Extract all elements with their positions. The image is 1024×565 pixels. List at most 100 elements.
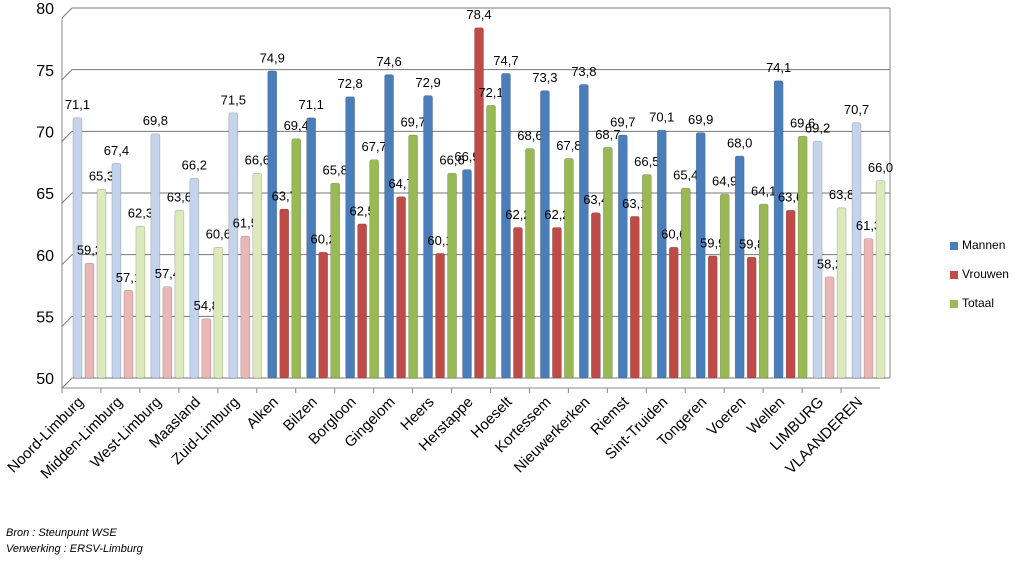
bar [447, 172, 457, 379]
bar [306, 117, 316, 379]
bar [656, 129, 667, 379]
bar [345, 96, 355, 379]
bar [630, 216, 640, 379]
bar [435, 253, 445, 379]
bar [123, 290, 134, 379]
value-label: 64,1 [751, 184, 776, 199]
bar [318, 251, 328, 379]
y-tick-label: 80 [36, 1, 54, 18]
bar [758, 203, 769, 379]
legend-swatch [950, 242, 958, 250]
value-label: 62,3 [128, 206, 153, 221]
value-label: 60,1 [427, 233, 452, 248]
bar [84, 262, 95, 379]
value-label: 69,4 [284, 118, 309, 133]
bar [525, 148, 535, 379]
bar [836, 207, 847, 379]
value-label: 66,2 [182, 158, 207, 173]
bar [252, 172, 263, 379]
value-label: 58,2 [817, 256, 842, 271]
value-label: 71,5 [221, 92, 246, 107]
grid-line [61, 377, 890, 389]
bar [240, 235, 251, 379]
value-label: 63,8 [829, 187, 854, 202]
value-label: 74,7 [493, 53, 518, 68]
bar [189, 177, 200, 379]
value-label: 65,4 [673, 168, 698, 183]
value-label: 67,7 [361, 139, 386, 154]
value-label: 54,8 [194, 298, 219, 313]
bar [111, 163, 122, 379]
bar [773, 80, 784, 379]
y-tick-label: 70 [36, 125, 54, 142]
value-label: 61,5 [233, 216, 258, 231]
value-label: 61,3 [856, 218, 881, 233]
grid-line [61, 192, 890, 204]
value-label: 72,1 [478, 85, 503, 100]
value-label: 57,1 [116, 270, 141, 285]
processing-note: Verwerking : ERSV-Limburg [6, 543, 144, 555]
value-label: 62,2 [544, 207, 569, 222]
bar [369, 159, 379, 379]
value-label: 60,6 [661, 227, 686, 242]
value-label: 63,4 [583, 192, 608, 207]
value-label: 59,8 [739, 237, 764, 252]
y-tick-label: 60 [36, 248, 54, 265]
bar [642, 174, 652, 379]
bar [695, 132, 706, 379]
bar [423, 95, 433, 379]
bar [719, 193, 730, 379]
bar [851, 122, 862, 379]
bar [330, 182, 340, 379]
value-label: 66,9 [454, 149, 479, 164]
value-label: 60,6 [206, 227, 231, 242]
bar [291, 138, 302, 379]
bar [875, 180, 886, 379]
bar [707, 255, 718, 379]
value-label: 74,9 [260, 50, 285, 65]
bar [797, 135, 808, 379]
bar [462, 169, 472, 379]
bar [618, 134, 628, 379]
value-label: 59,9 [700, 235, 725, 250]
legend-label: Vrouwen [962, 267, 1009, 281]
bar [408, 134, 418, 379]
value-label: 71,1 [299, 97, 324, 112]
bar [174, 209, 185, 379]
bar [150, 133, 161, 379]
value-label: 78,4 [466, 7, 491, 22]
x-tick-label: Voeren [704, 394, 750, 440]
bar [201, 318, 212, 379]
bar [513, 227, 523, 379]
value-label: 67,8 [556, 138, 581, 153]
value-label: 69,8 [143, 113, 168, 128]
grid-line [61, 130, 890, 142]
bar [785, 209, 796, 379]
value-label: 66,6 [245, 153, 270, 168]
grid-line [61, 254, 890, 266]
bar [357, 223, 367, 379]
bar [734, 155, 745, 379]
legend-label: Totaal [962, 296, 994, 310]
bar [486, 105, 496, 379]
bar [540, 90, 550, 379]
value-label: 69,2 [805, 121, 830, 136]
bar [863, 238, 874, 379]
grid-line [61, 315, 890, 327]
bar [396, 196, 406, 379]
value-label: 62,5 [349, 203, 374, 218]
bar [474, 27, 484, 379]
bar [72, 117, 83, 379]
bar [279, 208, 290, 379]
bar [824, 276, 835, 379]
grid-line [61, 69, 890, 81]
legend-swatch [950, 271, 958, 279]
bar [668, 246, 679, 379]
value-label: 73,8 [571, 64, 596, 79]
bar [746, 256, 757, 379]
bar [213, 246, 224, 379]
bar [579, 84, 589, 379]
x-tick-label: Alken [243, 394, 282, 433]
value-label: 67,4 [104, 143, 129, 158]
